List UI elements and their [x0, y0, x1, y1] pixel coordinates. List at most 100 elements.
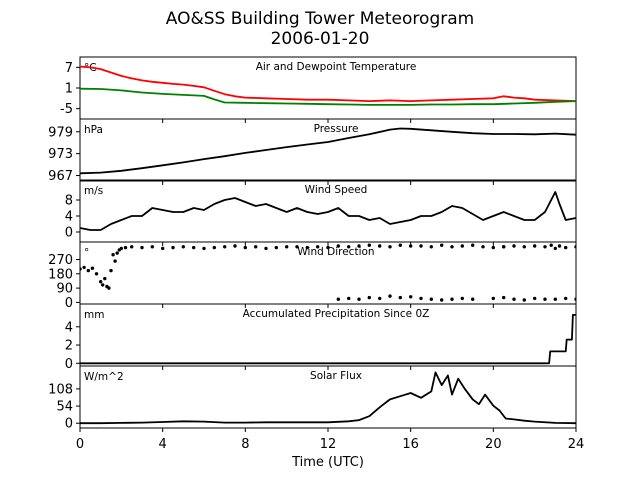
panel-solar: 108 54 0 W/m^2 Solar Flux — [48, 365, 577, 432]
data-point — [90, 266, 95, 270]
y-tick-label: 0 — [65, 417, 73, 432]
panel-title: Wind Speed — [305, 184, 368, 196]
x-axis-label: Time (UTC) — [291, 455, 364, 470]
data-point — [285, 245, 289, 249]
data-point — [440, 298, 444, 302]
series-group — [80, 371, 576, 425]
y-tick-label: 0 — [65, 296, 73, 311]
data-point — [367, 243, 371, 247]
data-point — [460, 296, 464, 301]
data-point — [274, 245, 278, 250]
data-point — [419, 296, 423, 301]
data-point — [440, 243, 444, 247]
data-point — [522, 298, 526, 302]
y-tick-label: 4 — [65, 320, 73, 335]
data-point — [471, 297, 475, 301]
data-point — [460, 244, 464, 248]
data-point — [471, 243, 475, 247]
data-point — [119, 246, 124, 251]
data-point — [192, 245, 196, 250]
data-point — [243, 245, 247, 250]
data-point — [543, 297, 547, 301]
y-tick-label: 180 — [48, 267, 73, 282]
data-point — [564, 296, 568, 301]
y-tick-label: 54 — [56, 400, 73, 415]
panel-title: Pressure — [314, 123, 359, 135]
data-point — [202, 246, 206, 251]
chart-title: AO&SS Building Tower Meteorogram — [166, 9, 474, 29]
data-point — [305, 245, 309, 250]
chart-subtitle: 2006-01-20 — [271, 29, 370, 49]
data-point — [553, 246, 557, 251]
series-line-1 — [80, 87, 576, 106]
y-tick-label: 7 — [65, 61, 73, 76]
data-point — [107, 286, 111, 290]
data-point — [522, 245, 526, 249]
series-line-0 — [80, 127, 576, 175]
data-point — [94, 272, 99, 276]
panel-title: Wind Direction — [297, 246, 374, 258]
data-point — [388, 245, 392, 249]
data-point — [80, 267, 82, 271]
y-tick-label: 0 — [65, 226, 73, 241]
data-point — [398, 295, 402, 300]
data-point — [347, 245, 351, 249]
y-tick-label: -5 — [60, 102, 73, 117]
data-point — [123, 245, 128, 250]
x-tick-label: 24 — [568, 437, 585, 452]
x-tick-label: 12 — [320, 437, 337, 452]
data-point — [481, 245, 485, 249]
panel-unit: mm — [84, 309, 104, 321]
data-point — [450, 245, 454, 249]
data-point — [502, 295, 506, 300]
data-point — [450, 297, 454, 301]
x-tick-label: 20 — [485, 437, 502, 452]
y-tick-label: 4 — [65, 210, 73, 225]
data-point — [140, 245, 144, 250]
x-axis: 0 4 8 12 16 20 24 — [76, 437, 584, 452]
x-tick-label: 4 — [159, 437, 167, 452]
panel-title: Accumulated Precipitation Since 0Z — [243, 308, 430, 320]
data-point — [574, 297, 576, 301]
data-point — [347, 296, 351, 301]
data-point — [254, 245, 258, 249]
data-point — [316, 245, 320, 249]
data-point — [378, 244, 382, 248]
y-tick-label: 108 — [48, 382, 73, 397]
data-point — [398, 243, 402, 247]
data-point — [367, 295, 371, 300]
data-point — [357, 244, 361, 248]
series-group — [80, 127, 576, 175]
data-point — [130, 245, 134, 249]
data-point — [113, 259, 117, 263]
data-point — [212, 245, 216, 250]
panel-pressure: 979 973 967 hPa Pressure — [48, 118, 577, 185]
series-line-0 — [80, 191, 576, 231]
data-point — [388, 294, 392, 298]
y-tick-label: 979 — [48, 125, 73, 140]
y-tick-label: 0 — [65, 357, 73, 372]
data-point — [223, 245, 227, 249]
data-point — [357, 297, 361, 301]
data-point — [326, 245, 330, 250]
series-group — [80, 314, 576, 365]
panels: 71-5°C Air and Dewpoint Temperature979973… — [48, 56, 577, 432]
data-point — [161, 246, 165, 251]
data-point — [233, 244, 237, 248]
panel-title: Air and Dewpoint Temperature — [256, 61, 417, 73]
y-tick-label: 2 — [65, 339, 73, 354]
data-point — [409, 295, 413, 299]
y-tick-label: 967 — [48, 169, 73, 184]
data-point — [82, 265, 86, 270]
data-point — [150, 245, 154, 249]
data-point — [86, 268, 91, 273]
data-point — [264, 246, 268, 251]
data-point — [491, 296, 495, 301]
data-point — [574, 245, 576, 249]
y-tick-label: 270 — [48, 253, 73, 268]
data-point — [101, 283, 105, 287]
series-group — [80, 191, 576, 231]
data-point — [543, 245, 547, 249]
